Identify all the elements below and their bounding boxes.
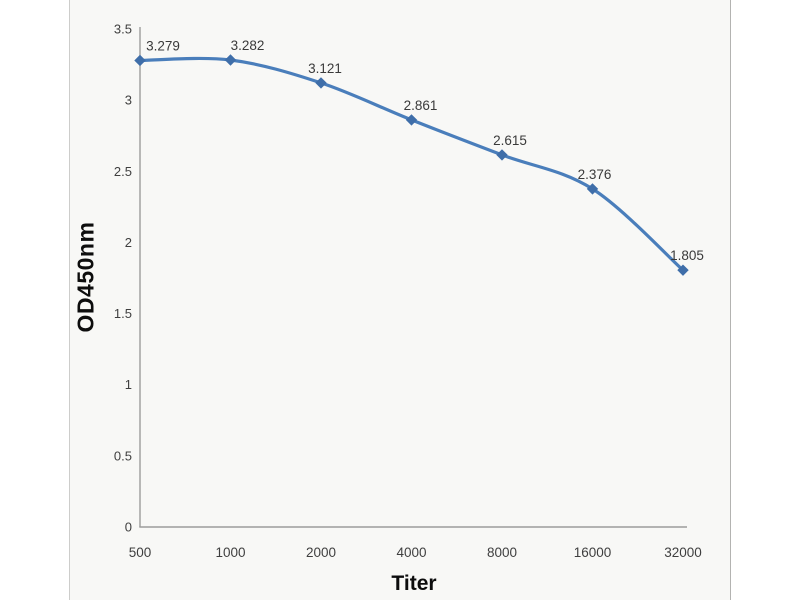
data-point-label: 2.861 — [404, 98, 438, 113]
y-tick-label: 3.5 — [114, 22, 132, 37]
y-tick-label: 1.5 — [114, 306, 132, 321]
data-point-marker — [315, 77, 327, 89]
data-point-label: 3.121 — [308, 61, 342, 76]
y-tick-label: 2.5 — [114, 164, 132, 179]
data-point-label: 1.805 — [670, 248, 704, 263]
data-point-label: 3.279 — [146, 38, 180, 53]
data-series-line — [138, 56, 685, 272]
x-axis-title: Titer — [391, 572, 437, 595]
y-tick-label: 2 — [125, 235, 132, 250]
x-tick-label: 32000 — [664, 545, 702, 560]
data-point-marker — [496, 149, 508, 161]
data-point-marker — [677, 264, 689, 276]
data-point-marker — [586, 183, 599, 195]
data-point-marker — [134, 54, 146, 67]
x-tick-label: 500 — [129, 545, 152, 560]
data-point-marker — [224, 54, 237, 66]
y-tick-label: 1 — [125, 377, 132, 392]
x-tick-label: 2000 — [306, 545, 336, 560]
chart-image — [69, 0, 731, 600]
y-axis-title: OD450nm — [72, 221, 99, 333]
x-tick-label: 8000 — [487, 545, 517, 560]
y-tick-label: 0.5 — [114, 448, 132, 463]
data-point-label: 2.376 — [578, 167, 612, 182]
data-point-marker — [405, 114, 418, 126]
x-tick-label: 4000 — [396, 545, 426, 560]
x-tick-label: 16000 — [574, 545, 612, 560]
y-tick-label: 3 — [125, 93, 132, 108]
data-point-label: 3.282 — [231, 38, 265, 53]
data-point-label: 2.615 — [493, 133, 527, 148]
y-tick-label: 0 — [125, 520, 132, 535]
x-tick-label: 1000 — [215, 545, 245, 560]
